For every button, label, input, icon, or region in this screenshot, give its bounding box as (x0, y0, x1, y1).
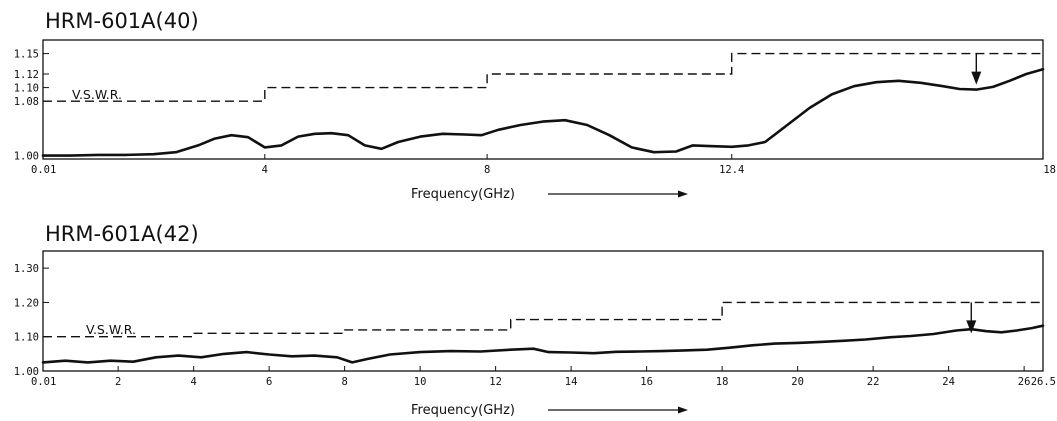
y-tick-label: 1.10 (14, 83, 39, 95)
y-tick-label: 1.12 (14, 69, 39, 81)
x-tick-label: 26.5 (1031, 376, 1056, 388)
x-tick-label: 20 (791, 376, 804, 388)
x-tick-label: 12 (489, 376, 502, 388)
vswr-label: V.S.W.R. (72, 87, 122, 102)
x-tick-label: 18 (1043, 164, 1056, 176)
x-tick-label: 4 (262, 164, 268, 176)
marker-arrow-head (971, 71, 982, 85)
x-tick-label: 4 (190, 376, 196, 388)
x-tick-label: 12.4 (719, 164, 744, 176)
plot-frame (42, 250, 1044, 372)
x-tick-label: 2 (115, 376, 121, 388)
x-tick-label: 6 (266, 376, 272, 388)
x-tick-label: 0.01 (31, 376, 56, 388)
x-tick-label: 26 (1018, 376, 1031, 388)
x-tick-label: 0.01 (31, 164, 56, 176)
chart-title: HRM-601A(42) (45, 222, 199, 246)
x-tick-label: 18 (716, 376, 729, 388)
y-tick-label: 1.15 (14, 49, 39, 61)
x-tick-label: 8 (341, 376, 347, 388)
x-tick-label: 16 (640, 376, 653, 388)
x-axis-arrow-head (678, 406, 688, 414)
y-tick-label: 1.10 (14, 332, 39, 344)
vswr-limit-line (43, 52, 1043, 102)
y-tick-label: 1.20 (14, 297, 39, 309)
x-axis-arrow-head (678, 190, 688, 198)
vswr-label: V.S.W.R. (86, 322, 136, 337)
x-tick-label: 22 (867, 376, 880, 388)
x-tick-label: 24 (942, 376, 955, 388)
marker-arrow-head (966, 320, 977, 334)
y-tick-label: 1.00 (14, 366, 39, 378)
x-tick-label: 10 (414, 376, 427, 388)
measured-vswr-curve (41, 67, 1045, 157)
y-tick-label: 1.30 (14, 263, 39, 275)
vswr-limit-line (43, 301, 1043, 338)
chart-title: HRM-601A(40) (45, 9, 199, 33)
y-tick-label: 1.08 (14, 96, 39, 108)
y-tick-label: 1.00 (14, 151, 39, 163)
plot-frame (42, 39, 1044, 160)
x-tick-label: 8 (484, 164, 490, 176)
measured-vswr-curve (41, 324, 1045, 364)
x-tick-label: 14 (565, 376, 578, 388)
x-axis-label: Frequency(GHz) (411, 403, 515, 418)
x-axis-label: Frequency(GHz) (411, 187, 515, 202)
